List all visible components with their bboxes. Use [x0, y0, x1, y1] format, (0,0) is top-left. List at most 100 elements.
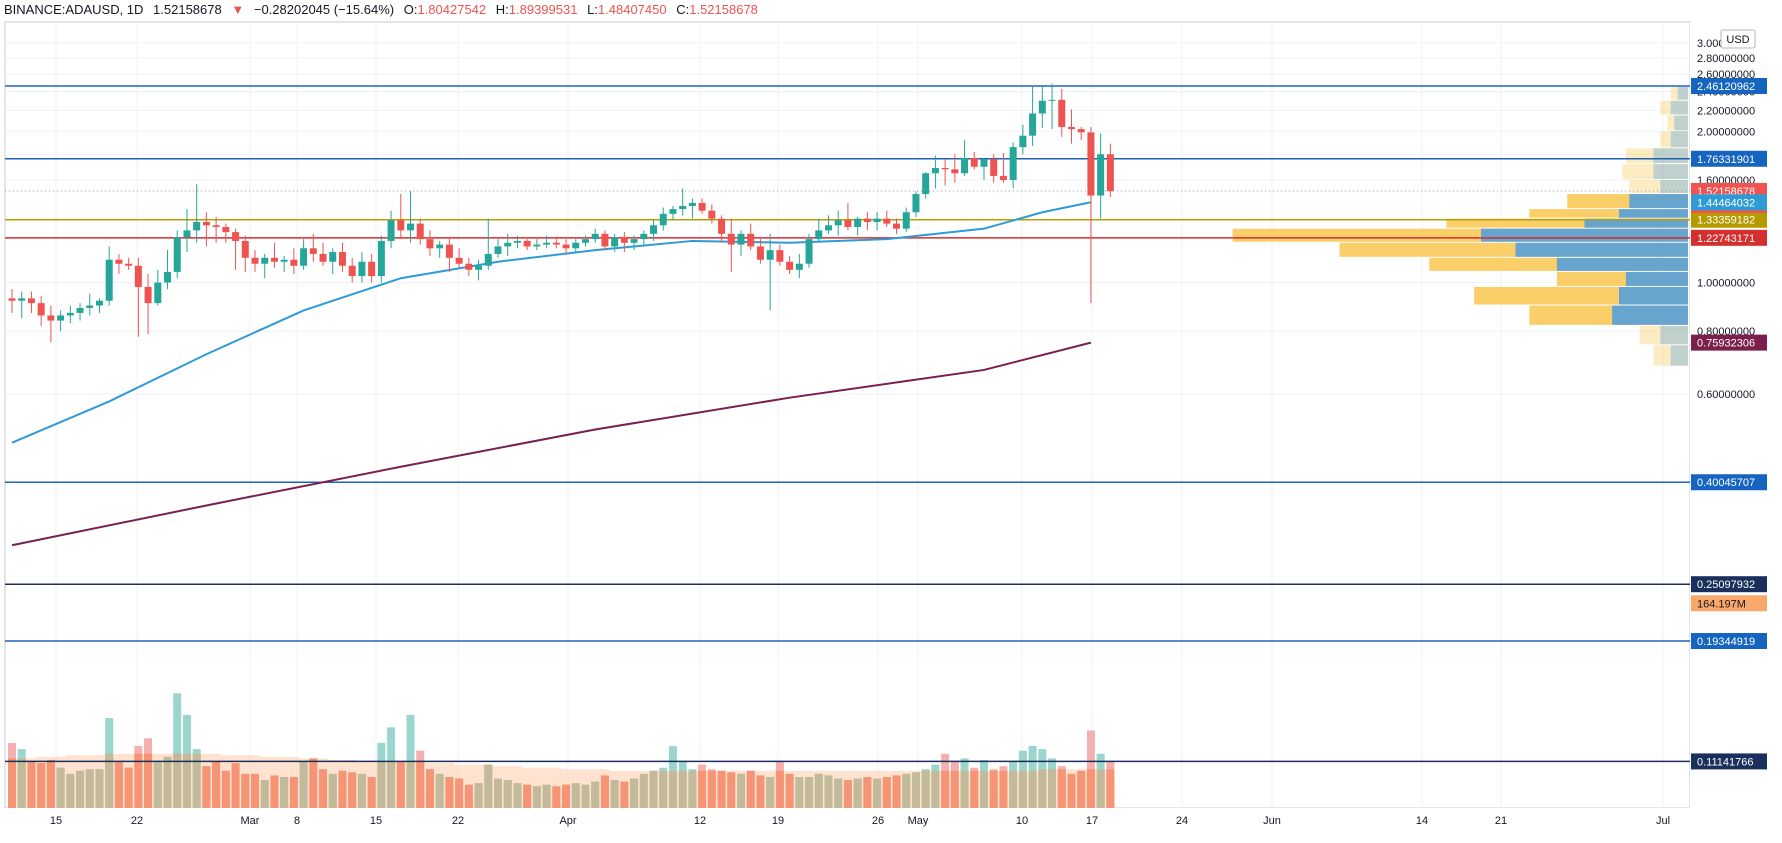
candle-body	[261, 257, 269, 264]
candle-body	[727, 233, 735, 245]
candle-body	[931, 168, 939, 174]
line-price-tag: 2.46120962	[1697, 81, 1755, 93]
moving-averages	[11, 201, 1092, 547]
volume-bar-overlay	[562, 784, 571, 808]
candle-body	[863, 218, 871, 222]
candle-body	[173, 237, 181, 272]
candle-body	[232, 232, 240, 241]
volume-bar-overlay	[863, 777, 872, 808]
volume-bar-overlay	[853, 778, 862, 808]
volume-bar-overlay	[668, 770, 677, 808]
volume-bar-overlay	[911, 772, 920, 808]
candle-body	[513, 240, 521, 243]
price-axis-bg	[1690, 22, 1782, 808]
currency-button[interactable]	[1720, 29, 1756, 49]
ma-price-tag: 0.75932306	[1697, 338, 1755, 350]
ma50-line	[11, 201, 1092, 444]
candle-body	[581, 239, 589, 243]
candle-body	[300, 248, 308, 266]
time-tick-label: Mar	[241, 815, 260, 827]
volume-bar-overlay	[989, 770, 998, 808]
candle-body	[358, 261, 366, 277]
ma-price-tag: 1.44464032	[1697, 197, 1755, 209]
volume-bar-overlay	[416, 761, 425, 808]
candle-body	[504, 242, 512, 247]
price-axis[interactable]: 3.000000002.800000002.600000002.40000000…	[1690, 22, 1782, 808]
volume-bar-overlay	[445, 777, 454, 808]
candle-body	[329, 252, 337, 262]
volume-profile-down	[1629, 194, 1688, 209]
low-value: 1.48407450	[597, 2, 667, 17]
volume-bar-overlay	[260, 780, 269, 808]
candle-body	[1058, 99, 1066, 127]
line-price-tag: 1.22743171	[1697, 233, 1755, 245]
volume-bar-overlay	[241, 773, 250, 808]
candle-body	[251, 257, 259, 264]
time-tick-label: 19	[772, 815, 784, 827]
volume-profile-down	[1660, 325, 1688, 345]
volume-bar-overlay	[902, 773, 911, 808]
candle-body	[1038, 100, 1046, 114]
volume-bar-overlay	[620, 781, 629, 808]
candle-body	[766, 250, 774, 260]
candle-body	[436, 244, 444, 249]
time-tick-label: 22	[131, 815, 143, 827]
candle-body	[533, 244, 541, 247]
change-arrow-icon: ▼	[231, 2, 245, 17]
volume-bar-overlay	[134, 753, 143, 808]
candle-body	[1097, 154, 1105, 196]
volume-profile-up	[1529, 209, 1688, 218]
volume-bar-overlay	[746, 770, 755, 808]
volume-bar-overlay	[1028, 770, 1037, 808]
candle-body	[688, 202, 696, 207]
candle-body	[1106, 154, 1114, 192]
line-price-tag-bg	[1691, 595, 1767, 612]
candle-body	[990, 159, 998, 176]
currency-label: USD	[1726, 34, 1749, 46]
volume-bar-overlay	[46, 759, 55, 808]
volume-bar-overlay	[1009, 770, 1018, 808]
volume-bar-overlay	[1038, 769, 1047, 808]
volume-bar-overlay	[882, 777, 891, 808]
volume-profile-down	[1677, 86, 1688, 100]
time-tick-label: 15	[50, 815, 62, 827]
volume-profile-down	[1653, 164, 1688, 179]
candle-body	[1019, 135, 1027, 148]
open-value: 1.80427542	[417, 2, 487, 17]
time-axis[interactable]: 15 22 Mar 8 15 22 Apr 12 19 26 May 10 17 24 Jun 14 21 Jul	[0, 808, 1782, 843]
candle-body	[961, 157, 969, 174]
candle-body	[377, 240, 385, 277]
volume-bar-overlay	[542, 784, 551, 808]
volume-bar-overlay	[377, 761, 386, 808]
volume-profile-down	[1584, 218, 1688, 228]
candle-body	[523, 240, 531, 247]
volume-bar-overlay	[85, 769, 94, 808]
volume-bar-overlay	[727, 772, 736, 808]
volume-bar-overlay	[503, 780, 512, 808]
line-price-tag: 0.19344919	[1697, 636, 1755, 648]
open-label: O:	[403, 2, 418, 17]
volume-bar-overlay	[309, 758, 318, 808]
volume-profile-down	[1619, 286, 1688, 305]
volume-bar-overlay	[319, 769, 328, 808]
volume-bar-overlay	[464, 784, 473, 808]
candle-body	[824, 225, 832, 231]
volume-bar-overlay	[737, 773, 745, 808]
volume-bar-overlay	[941, 770, 950, 808]
candle-body	[397, 220, 405, 231]
volume-profile-up	[1629, 179, 1688, 194]
volume-bar-overlay	[124, 767, 133, 808]
volume-bar-overlay	[299, 761, 308, 808]
volume-profile	[1232, 86, 1688, 366]
volume-bar-overlay	[221, 770, 230, 808]
price-tick-label: 2.20000000	[1697, 105, 1755, 117]
candle-body	[786, 261, 794, 270]
volume-bar-overlay	[484, 764, 493, 808]
candle-body	[57, 315, 65, 321]
volume-bar-overlay	[1077, 770, 1086, 808]
symbol-label[interactable]: BINANCE:ADAUSD, 1D	[4, 2, 144, 17]
time-tick-label: May	[908, 815, 929, 827]
candle-body	[1048, 99, 1056, 101]
line-price-tag: 164.197M	[1697, 598, 1746, 610]
